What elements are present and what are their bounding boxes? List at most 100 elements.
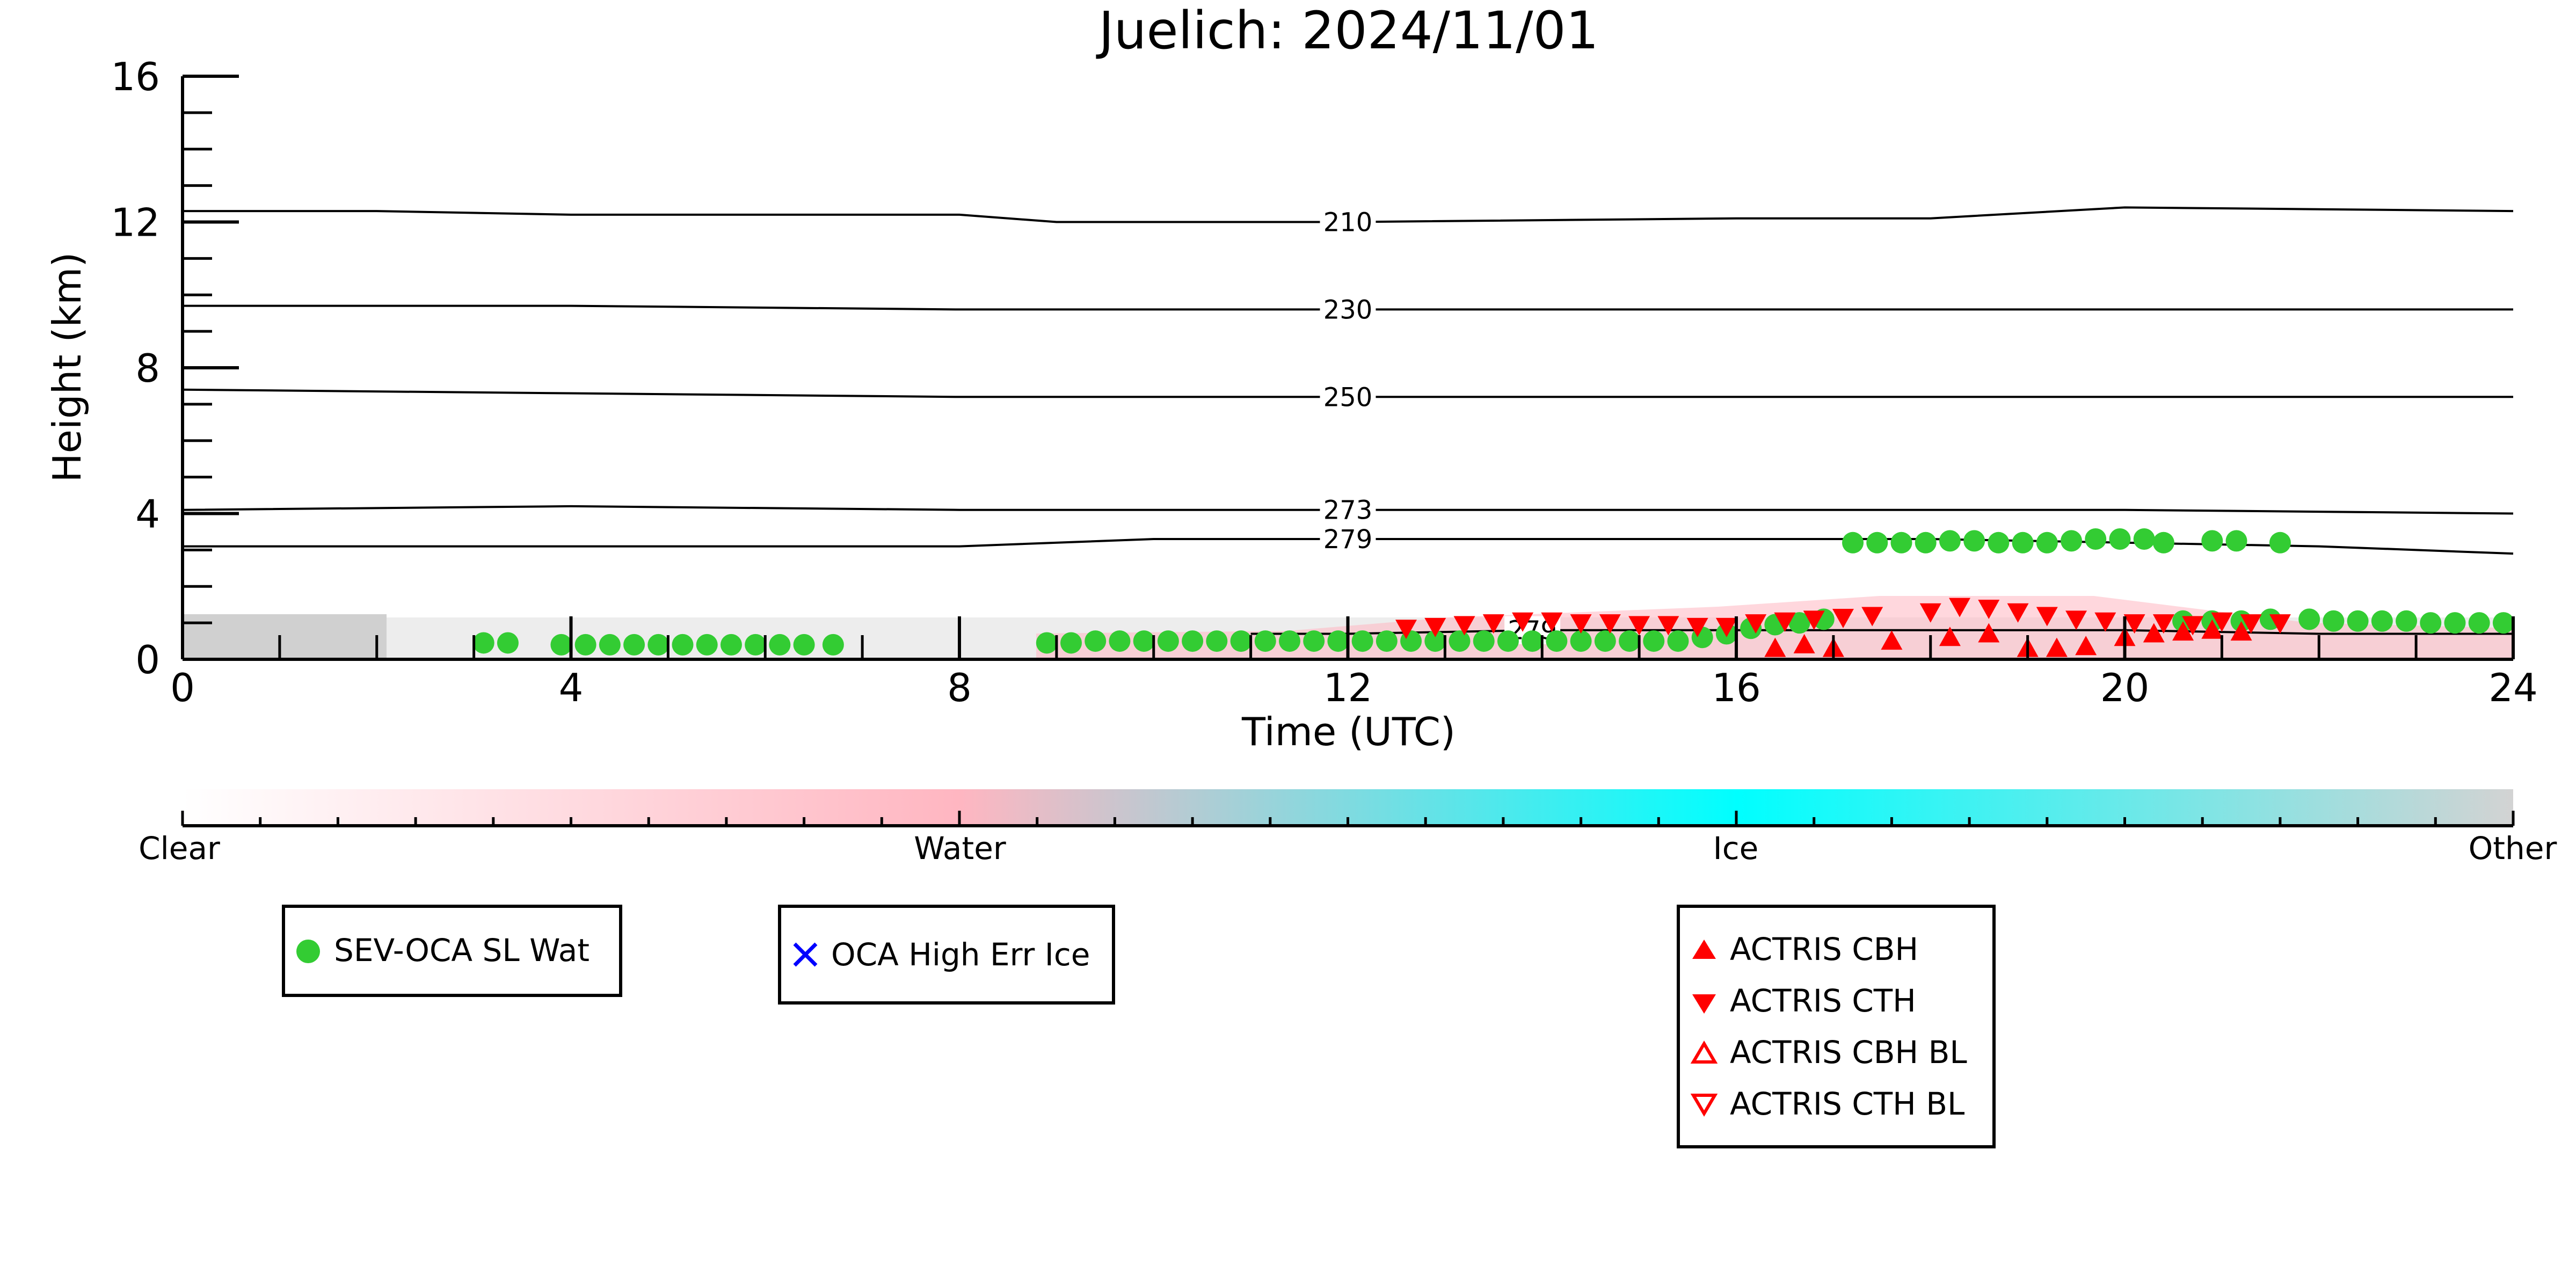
marker-sev-oca-sl-wat — [1890, 532, 1912, 554]
colorbar-ticks — [181, 811, 2515, 826]
marker-sev-oca-sl-wat — [2061, 530, 2083, 552]
colorbar-label-water: Water — [914, 830, 1006, 867]
marker-sev-oca-sl-wat — [2085, 528, 2107, 550]
marker-sev-oca-sl-wat — [1842, 532, 1864, 554]
marker-sev-oca-sl-wat — [1182, 630, 1204, 652]
data-markers — [472, 528, 2514, 657]
marker-actris-cth — [1861, 607, 1883, 627]
marker-sev-oca-sl-wat — [1085, 630, 1107, 652]
marker-sev-oca-sl-wat — [2420, 612, 2442, 634]
colorbar: Clear Water Ice Other — [139, 789, 2557, 867]
marker-sev-oca-sl-wat — [2012, 532, 2034, 554]
marker-actris-cth — [1657, 616, 1679, 636]
marker-sev-oca-sl-wat — [1667, 630, 1689, 652]
y-axis-label: Height (km) — [45, 252, 90, 483]
legend-marker-triangle-up — [1692, 940, 1716, 959]
marker-sev-oca-sl-wat — [1643, 630, 1665, 652]
legend-actris: ACTRIS CBH ACTRIS CTH ACTRIS CBH BL ACTR… — [1677, 905, 1996, 1148]
contour-label-279: 279 — [1323, 525, 1373, 555]
marker-actris-cth — [1832, 608, 1854, 628]
marker-sev-oca-sl-wat — [1522, 630, 1544, 652]
marker-actris-cth — [1686, 617, 1708, 637]
marker-actris-cth — [1482, 614, 1504, 634]
marker-sev-oca-sl-wat — [2492, 612, 2514, 634]
marker-actris-cth — [1453, 616, 1475, 636]
marker-actris-cth — [2182, 616, 2204, 636]
marker-sev-oca-sl-wat — [1109, 630, 1131, 652]
legend-box-oca-ice — [778, 905, 1115, 1005]
legend-marker-green-circle — [296, 940, 320, 963]
marker-actris-cbh — [2201, 619, 2223, 639]
y-tick-label: 8 — [135, 346, 160, 391]
marker-sev-oca-sl-wat — [1939, 530, 1961, 552]
marker-sev-oca-sl-wat — [696, 634, 718, 656]
marker-actris-cth — [2152, 614, 2174, 634]
marker-sev-oca-sl-wat — [1424, 630, 1446, 652]
marker-sev-oca-sl-wat — [472, 632, 494, 654]
marker-sev-oca-sl-wat — [2468, 612, 2490, 634]
legend-sev-oca: SEV-OCA SL Wat — [282, 905, 622, 997]
marker-actris-cth — [2269, 614, 2291, 634]
marker-actris-cth — [1715, 617, 1737, 637]
marker-sev-oca-sl-wat — [2444, 612, 2466, 634]
marker-actris-cth — [2007, 603, 2029, 623]
marker-sev-oca-sl-wat — [1206, 630, 1228, 652]
x-tick-label: 20 — [2100, 665, 2150, 710]
colorbar-label-other: Other — [2469, 830, 2557, 867]
marker-sev-oca-sl-wat — [2396, 610, 2418, 632]
legend-label-oca-high-err-ice: OCA High Err Ice — [831, 936, 1090, 973]
marker-actris-cbh — [1939, 627, 1961, 646]
contour-label-bg — [1320, 525, 1376, 554]
marker-sev-oca-sl-wat — [497, 632, 519, 654]
marker-actris-cth — [2065, 610, 2087, 630]
x-tick-label: 4 — [559, 665, 584, 710]
x-tick-label: 12 — [1323, 665, 1373, 710]
marker-sev-oca-sl-wat — [1278, 630, 1300, 652]
marker-actris-cth — [1599, 614, 1621, 634]
contour-label-bg — [1320, 208, 1376, 236]
contour-line-210 — [183, 206, 2514, 223]
marker-sev-oca-sl-wat — [1133, 630, 1155, 652]
y-tick-label: 12 — [111, 200, 160, 245]
marker-sev-oca-sl-wat — [1915, 532, 1937, 554]
chart-title: Juelich: 2024/11/01 — [1096, 1, 1598, 61]
marker-actris-cth — [1512, 612, 1534, 632]
legend-marker-triangle-down — [1692, 994, 1716, 1014]
y-tick-label: 4 — [135, 492, 160, 537]
marker-sev-oca-sl-wat — [2298, 608, 2320, 630]
marker-sev-oca-sl-wat — [1788, 612, 1810, 634]
marker-sev-oca-sl-wat — [1988, 532, 2010, 554]
marker-sev-oca-sl-wat — [1449, 630, 1471, 652]
marker-sev-oca-sl-wat — [2201, 530, 2223, 552]
marker-actris-cth — [1919, 603, 1941, 623]
marker-sev-oca-sl-wat — [599, 634, 621, 656]
marker-sev-oca-sl-wat — [1619, 630, 1641, 652]
marker-actris-cth — [1395, 620, 1417, 639]
colorbar-label-ice: Ice — [1713, 830, 1759, 867]
ground-echo-block — [183, 614, 387, 660]
temperature-contours: 210230250273279279 — [182, 206, 2514, 646]
contour-line-279 — [183, 538, 2514, 555]
marker-actris-cbh — [2230, 621, 2252, 641]
marker-sev-oca-sl-wat — [1866, 532, 1888, 554]
marker-sev-oca-sl-wat — [2269, 532, 2291, 554]
marker-sev-oca-sl-wat — [1594, 630, 1616, 652]
marker-sev-oca-sl-wat — [1060, 632, 1082, 654]
legend-label-actris-cth: ACTRIS CTH — [1730, 983, 1916, 1019]
marker-sev-oca-sl-wat — [2152, 532, 2174, 554]
x-tick-label: 24 — [2488, 665, 2538, 710]
marker-sev-oca-sl-wat — [1570, 630, 1592, 652]
marker-actris-cth — [2240, 614, 2262, 634]
marker-sev-oca-sl-wat — [2323, 610, 2345, 632]
marker-sev-oca-sl-wat — [1497, 630, 1519, 652]
legend-label-actris-cbh-bl: ACTRIS CBH BL — [1730, 1034, 1967, 1071]
contour-label-210: 210 — [1323, 208, 1373, 238]
x-axis-label: Time (UTC) — [1241, 709, 1456, 754]
legend-label-actris-cth-bl: ACTRIS CTH BL — [1730, 1086, 1964, 1122]
marker-sev-oca-sl-wat — [793, 634, 815, 656]
contour-label-bg — [1320, 383, 1376, 411]
marker-sev-oca-sl-wat — [2371, 610, 2393, 632]
marker-actris-cth — [1541, 612, 1563, 632]
